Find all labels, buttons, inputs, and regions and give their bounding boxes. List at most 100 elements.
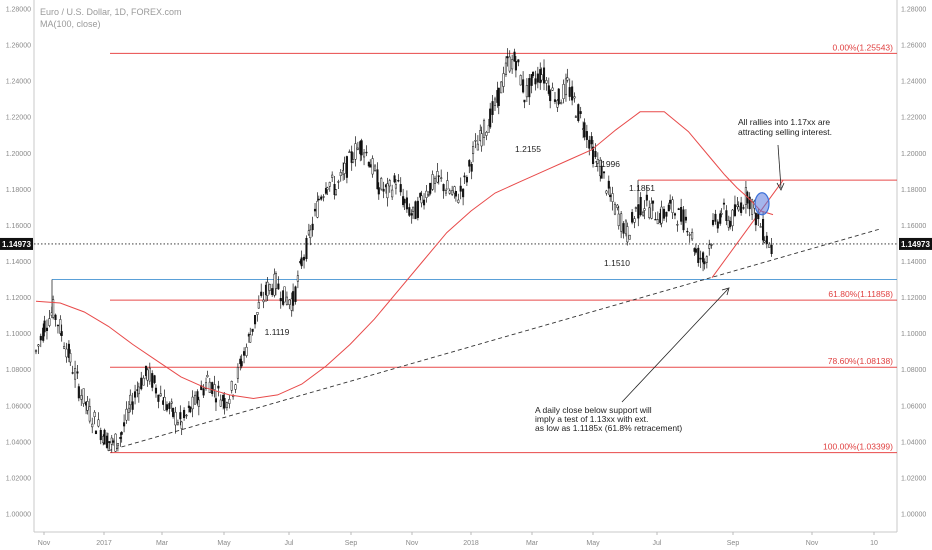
candle-body <box>251 328 254 332</box>
candle-body <box>82 388 85 404</box>
candle-body <box>531 72 535 76</box>
candle-body <box>431 174 434 190</box>
x-tick-label: Nov <box>406 540 419 547</box>
fib-level-label: 78.60%(1.08138) <box>828 356 893 366</box>
current-price-label-right: 1.14973 <box>901 240 930 249</box>
candle-body <box>191 396 194 410</box>
candle-body <box>331 174 334 178</box>
candle-body <box>677 208 680 211</box>
candle-body <box>386 183 389 199</box>
x-tick-label: 2018 <box>463 540 479 547</box>
candle-body <box>194 394 197 405</box>
candle-body <box>123 422 126 427</box>
candle-body <box>86 401 89 411</box>
candle-body <box>69 353 72 363</box>
candle-body <box>573 96 576 99</box>
candle-body <box>594 151 597 158</box>
y-tick-label-right: 1.18000 <box>901 187 926 194</box>
candle-body <box>236 367 239 379</box>
candle-body <box>504 62 508 75</box>
candle-body <box>317 198 320 201</box>
candle-body <box>352 159 355 163</box>
candle-body <box>225 402 228 408</box>
candle-body <box>94 430 98 435</box>
y-tick-label-right: 1.16000 <box>901 223 926 230</box>
candle-body <box>763 240 766 243</box>
candle-body <box>131 401 134 410</box>
candle-body <box>736 204 739 207</box>
candle-body <box>684 216 687 221</box>
candle-body <box>211 382 214 394</box>
candle-body <box>547 85 550 94</box>
candle-body <box>337 181 340 183</box>
y-tick-label-left: 1.20000 <box>6 151 31 158</box>
candle-body <box>300 257 303 267</box>
candle-body <box>245 346 248 356</box>
candle-body <box>607 180 610 189</box>
candle-body <box>737 206 740 211</box>
candle-body <box>506 56 509 59</box>
candle-body <box>45 327 49 331</box>
y-tick-label-right: 1.22000 <box>901 115 926 122</box>
x-tick-label: Sep <box>727 540 740 547</box>
candle-body <box>590 136 593 145</box>
candle-body <box>665 211 668 217</box>
candle-body <box>371 158 374 175</box>
candle-body <box>243 351 246 356</box>
candle-body <box>560 102 563 105</box>
candle-body <box>650 203 653 219</box>
candle-body <box>676 224 679 226</box>
candle-body <box>249 334 252 343</box>
y-tick-label-right: 1.26000 <box>901 43 926 50</box>
candle-body <box>213 384 216 390</box>
candle-body <box>214 398 218 403</box>
candle-body <box>500 81 503 94</box>
candle-body <box>416 200 419 218</box>
y-tick-label-right: 1.20000 <box>901 151 926 158</box>
fib-level-label: 61.80%(1.11858) <box>828 289 893 299</box>
candle-body <box>388 180 391 187</box>
y-tick-label-right: 1.28000 <box>901 7 926 14</box>
candle-body <box>468 160 471 167</box>
y-tick-label-right: 1.24000 <box>901 79 926 86</box>
price-level-label: 1.1119 <box>265 327 290 337</box>
candle-body <box>711 219 715 225</box>
candle-body <box>399 184 402 193</box>
candle-body <box>600 165 603 179</box>
candle-body <box>472 146 475 155</box>
candle-body <box>463 175 466 178</box>
candle-body <box>714 213 717 222</box>
candle-body <box>365 151 368 154</box>
candle-body <box>733 204 737 216</box>
candle-body <box>93 411 96 417</box>
annotation-text: imply a test of 1.13xx with ext. <box>535 414 648 424</box>
candle-body <box>616 204 619 208</box>
y-tick-label-right: 1.12000 <box>901 295 926 302</box>
candle-body <box>157 394 160 402</box>
candle-body <box>444 190 448 194</box>
candle-body <box>348 151 351 153</box>
candle-body <box>403 199 406 204</box>
candle-body <box>339 172 342 176</box>
candle-body <box>183 409 186 419</box>
candle-body <box>442 184 445 192</box>
candle-body <box>60 331 63 337</box>
candle-body <box>316 200 319 218</box>
candle-body <box>63 346 66 349</box>
candle-body <box>204 382 208 390</box>
candle-body <box>694 248 697 253</box>
candle-body <box>770 244 773 255</box>
candle-body <box>80 395 83 400</box>
candle-body <box>448 190 451 194</box>
candle-body <box>234 384 237 390</box>
x-tick-label: Mar <box>156 540 169 547</box>
candle-body <box>429 182 432 194</box>
y-tick-label-left: 1.28000 <box>6 7 31 14</box>
candle-body <box>345 156 348 178</box>
candle-body <box>140 377 143 390</box>
candle-body <box>465 176 468 183</box>
candle-body <box>322 196 325 198</box>
candle-body <box>142 377 145 386</box>
candle-body <box>613 203 617 215</box>
